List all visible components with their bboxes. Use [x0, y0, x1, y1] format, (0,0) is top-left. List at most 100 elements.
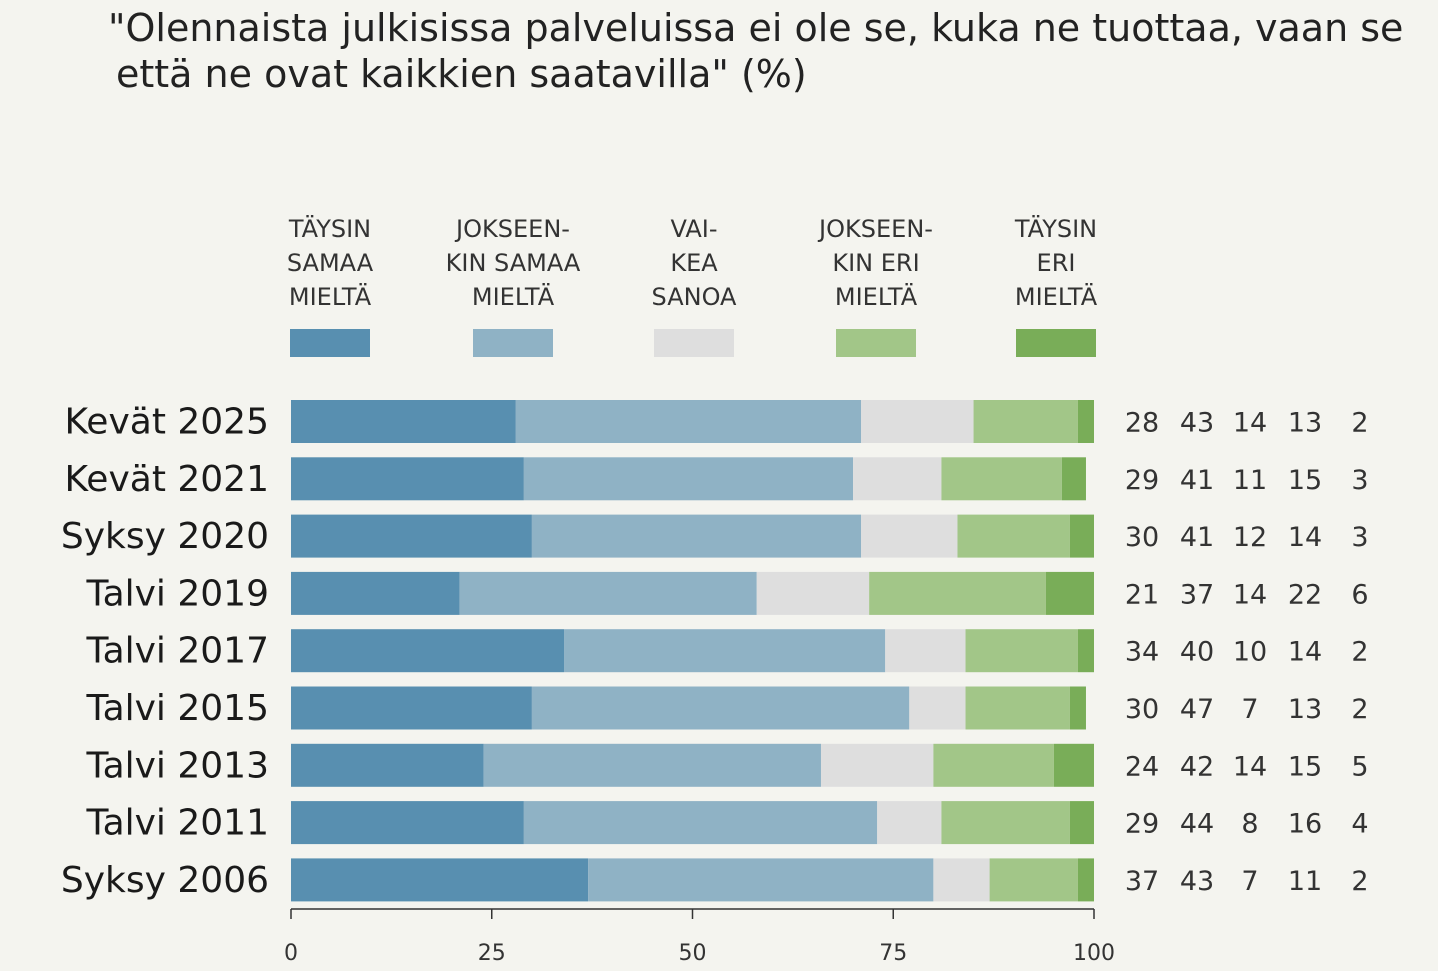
value-label: 41	[1180, 465, 1214, 496]
value-label: 13	[1288, 408, 1322, 439]
bar-segment	[933, 743, 1054, 787]
value-label: 14	[1288, 522, 1322, 553]
bar-segment	[909, 686, 966, 730]
value-label: 11	[1233, 465, 1267, 496]
value-label: 42	[1180, 751, 1214, 782]
bar-segment	[957, 514, 1070, 558]
legend-label: KIN ERI	[832, 249, 919, 277]
bar-segment	[1077, 858, 1094, 902]
legend-swatch	[1016, 329, 1096, 357]
legend-label: ERI	[1037, 249, 1076, 277]
value-label: 2	[1351, 637, 1368, 668]
bar-segment	[531, 686, 910, 730]
x-axis: 0 25 50 75 100	[284, 908, 1115, 966]
value-label: 12	[1233, 522, 1267, 553]
legend-swatch	[836, 329, 916, 357]
row-label: Talvi 2017	[86, 631, 269, 672]
bar-segment	[853, 457, 942, 501]
row-label: Syksy 2006	[61, 860, 269, 901]
value-label: 11	[1288, 866, 1322, 897]
bar-segment	[1069, 514, 1094, 558]
value-label: 40	[1180, 637, 1214, 668]
value-label: 6	[1351, 579, 1368, 610]
bar-segment	[973, 400, 1078, 443]
bar-segment	[756, 571, 870, 615]
value-label: 13	[1288, 694, 1322, 725]
bar-segment	[531, 514, 862, 558]
value-labels: 28 43 14 13 229 41 11 15 330 41 12 14 321 37 14 22 634 40…	[1125, 408, 1369, 897]
bar-segment	[291, 400, 516, 443]
bar-segment	[291, 858, 589, 902]
bar-segment	[965, 686, 1070, 730]
bar-segment	[933, 858, 990, 902]
bar-segment	[515, 400, 862, 443]
bar-segment	[291, 514, 532, 558]
value-label: 5	[1351, 751, 1368, 782]
bar-segment	[1077, 400, 1094, 443]
x-tick-label: 75	[879, 941, 907, 966]
row-label: Kevät 2021	[64, 459, 269, 500]
x-tick-label: 50	[679, 941, 707, 966]
bar-rows: Kevät 2025 Kevät 2021 Syksy 2020 Talvi 2019…	[61, 400, 1094, 902]
value-label: 8	[1241, 809, 1258, 840]
legend-label: MIELTÄ	[1015, 282, 1098, 311]
value-label: 2	[1351, 866, 1368, 897]
value-label: 15	[1288, 465, 1322, 496]
bar-segment	[965, 629, 1078, 673]
legend-label: JOKSEEN-	[817, 215, 933, 243]
value-label: 37	[1125, 866, 1159, 897]
bar-segment	[1045, 571, 1094, 615]
bar-segment	[523, 457, 854, 501]
value-label: 30	[1125, 522, 1159, 553]
bar-segment	[885, 629, 966, 673]
row-label: Talvi 2013	[86, 745, 269, 786]
value-label: 37	[1180, 579, 1214, 610]
value-label: 14	[1233, 579, 1267, 610]
bar-row: Talvi 2015	[86, 686, 1086, 730]
value-label: 28	[1125, 408, 1159, 439]
bar-segment	[523, 801, 878, 845]
legend-label: JOKSEEN-	[454, 215, 570, 243]
legend-label: KIN SAMAA	[446, 249, 581, 277]
value-label: 44	[1180, 809, 1214, 840]
bar-segment	[1069, 686, 1086, 730]
row-label: Syksy 2020	[61, 516, 269, 557]
legend-label: TÄYSIN	[1014, 214, 1097, 243]
value-label: 47	[1180, 694, 1214, 725]
value-label: 43	[1180, 866, 1214, 897]
value-label: 24	[1125, 751, 1159, 782]
chart-title: "Olennaista julkisissa palveluissa ei ol…	[108, 6, 1403, 96]
value-label: 14	[1288, 637, 1322, 668]
row-label: Talvi 2019	[86, 573, 269, 614]
value-label: 10	[1233, 637, 1267, 668]
legend-swatch	[654, 329, 734, 357]
row-label: Talvi 2015	[86, 688, 269, 729]
bar-segment	[820, 743, 934, 787]
bar-row: Syksy 2006	[61, 858, 1094, 902]
bar-row: Talvi 2011	[86, 801, 1094, 845]
value-label: 15	[1288, 751, 1322, 782]
value-label: 41	[1180, 522, 1214, 553]
x-tick-label: 0	[284, 941, 298, 966]
bar-segment	[1069, 801, 1094, 845]
bar-segment	[941, 801, 1070, 845]
value-label: 7	[1241, 694, 1258, 725]
bar-segment	[483, 743, 821, 787]
bar-segment	[1077, 629, 1094, 673]
bar-segment	[861, 400, 974, 443]
bar-segment	[989, 858, 1078, 902]
value-label: 34	[1125, 637, 1159, 668]
value-label: 2	[1351, 694, 1368, 725]
value-label: 16	[1288, 809, 1322, 840]
bar-row: Talvi 2019	[86, 571, 1094, 615]
x-tick-label: 25	[478, 941, 506, 966]
bar-segment	[861, 514, 958, 558]
legend-swatch	[473, 329, 553, 357]
value-label: 29	[1125, 465, 1159, 496]
bar-row: Syksy 2020	[61, 514, 1094, 558]
value-label: 43	[1180, 408, 1214, 439]
bar-segment	[1053, 743, 1094, 787]
legend-label: VAI-	[670, 215, 717, 243]
bar-segment	[588, 858, 934, 902]
value-label: 22	[1288, 579, 1322, 610]
